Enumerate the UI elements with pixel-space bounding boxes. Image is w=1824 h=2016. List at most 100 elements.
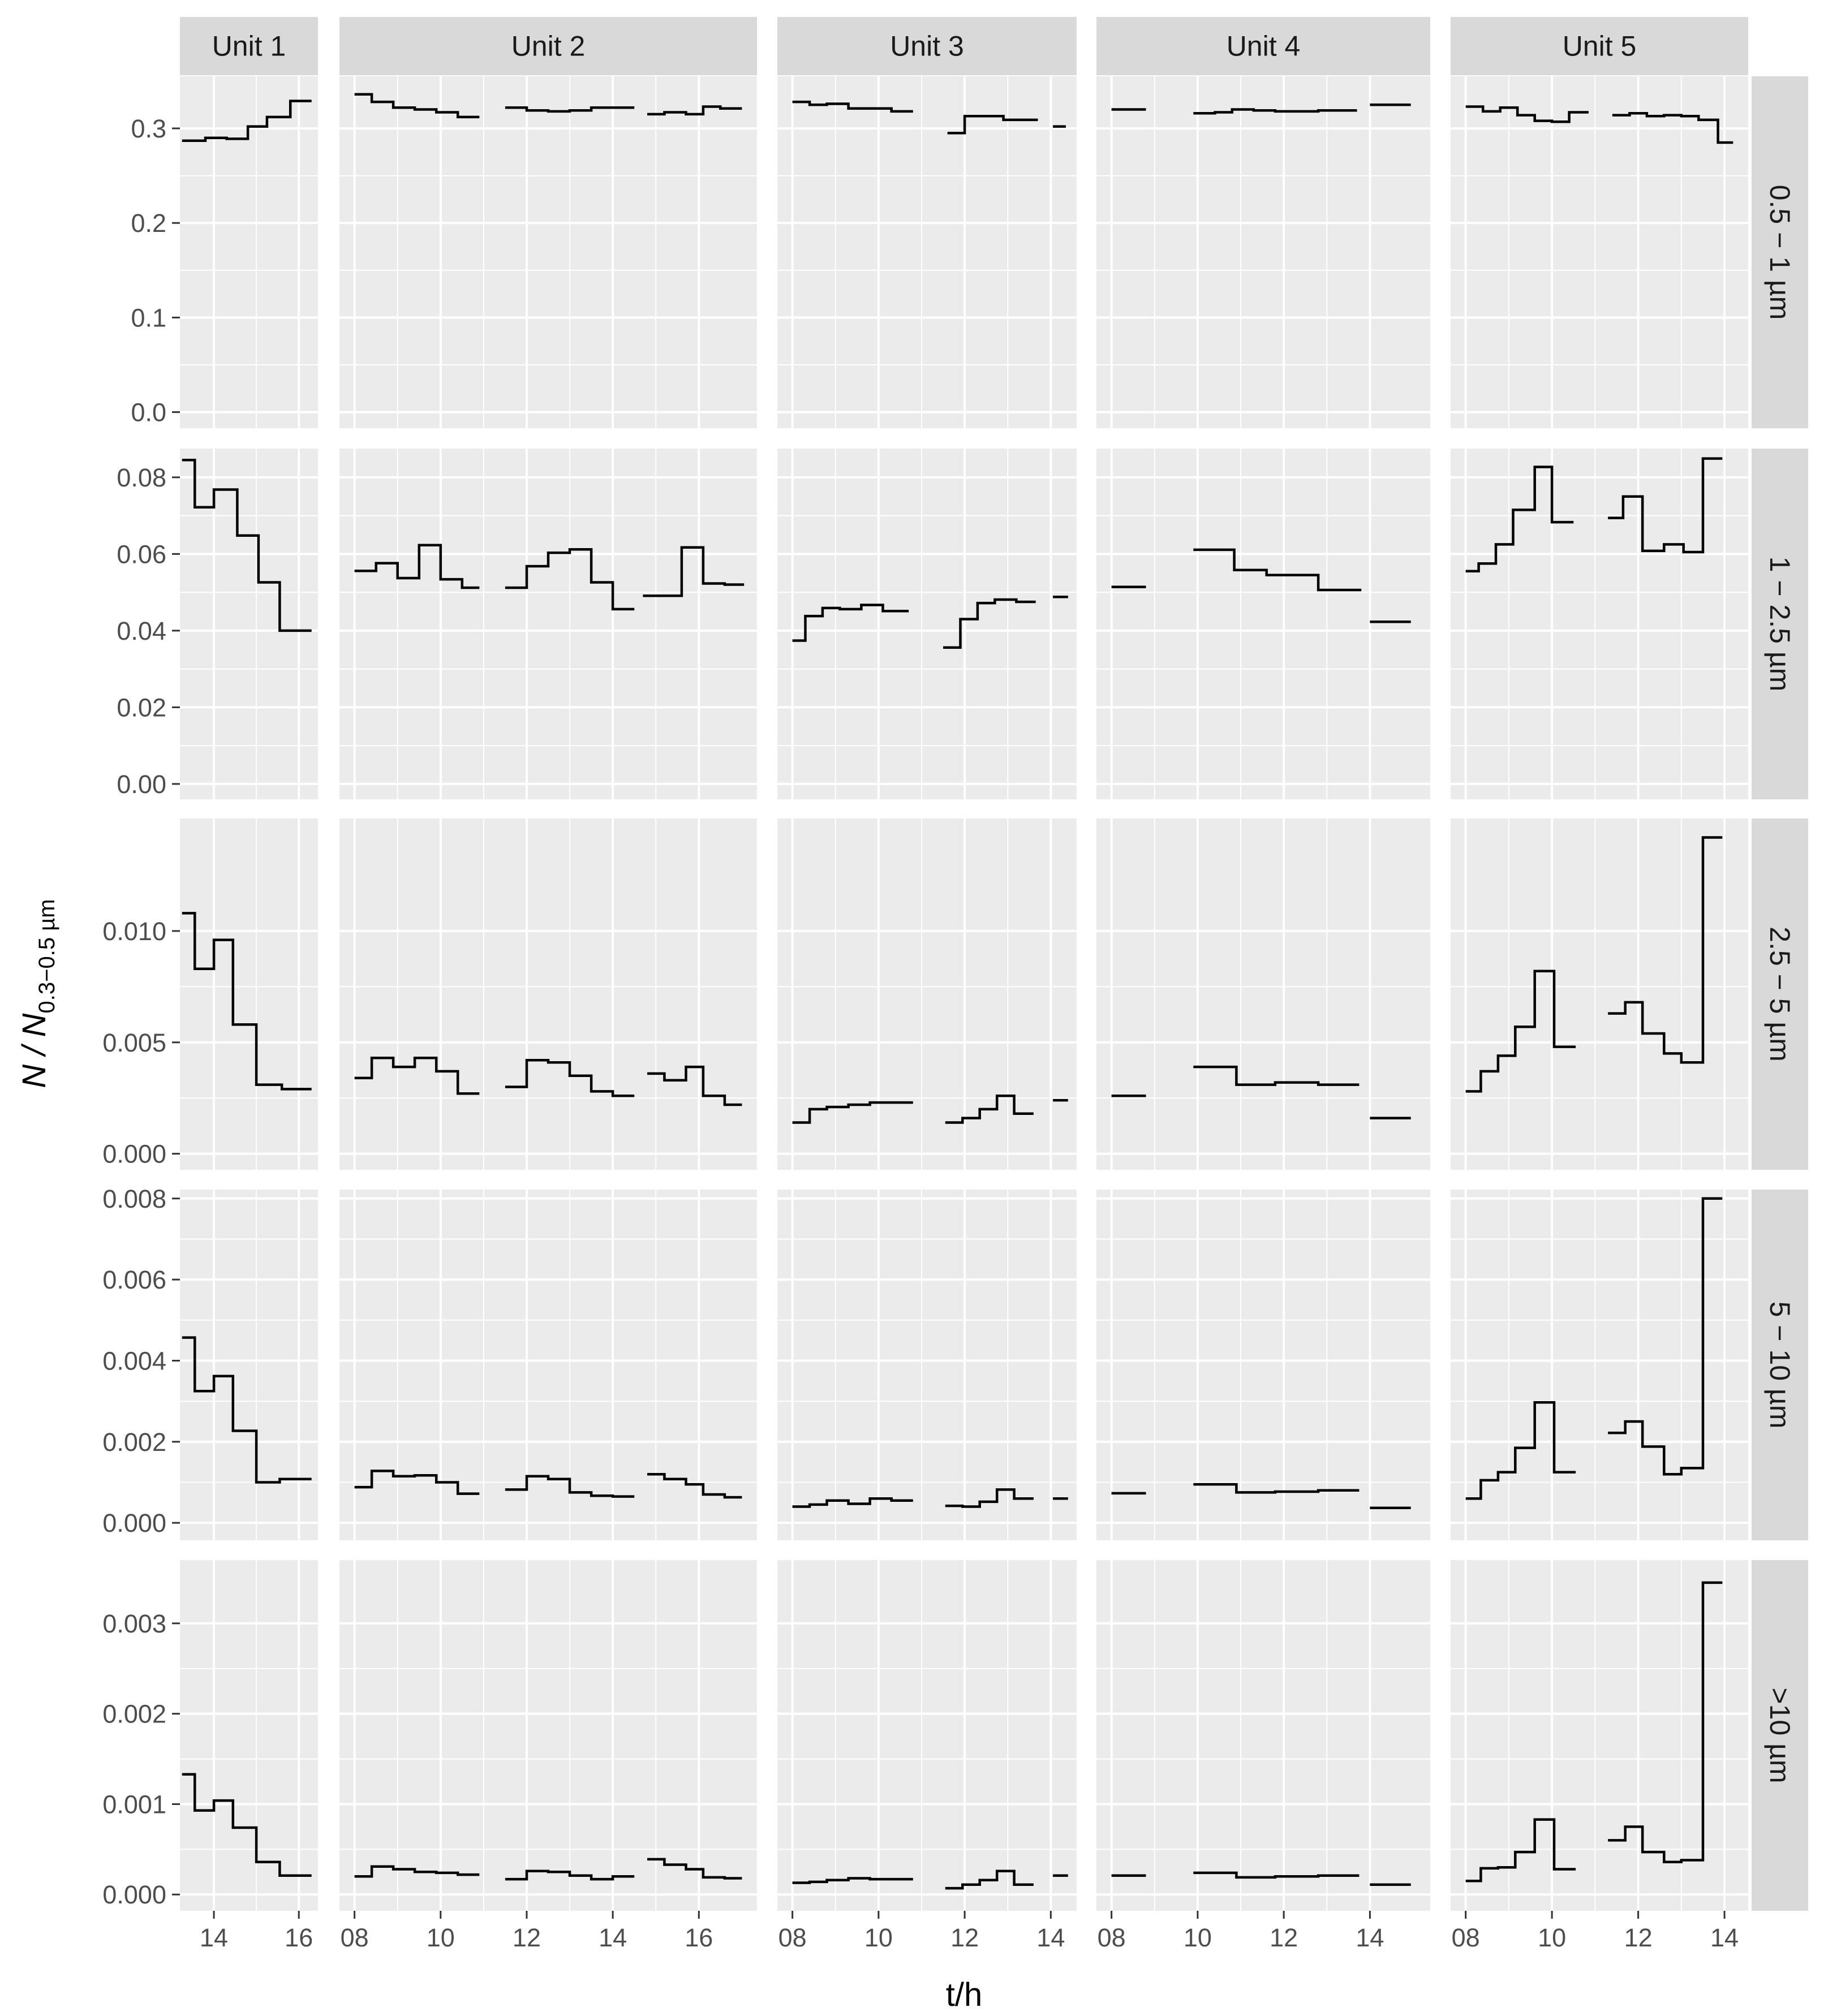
panel-r1-c2 [777,449,1077,799]
step-line-r1-c1-seg2 [643,546,745,597]
panel-r0-c4 [1451,76,1748,428]
strip-label-row-3: 5 − 10 µm [1764,1302,1796,1429]
step-line-r4-c1-seg0 [354,1865,480,1878]
x-tick-label: 12 [1270,1923,1298,1952]
panel-background [1451,1560,1748,1911]
step-line-r1-c0-seg0 [182,459,312,632]
y-tick-label: 0.004 [102,1346,166,1375]
y-tick-label: 0.08 [117,463,166,492]
strip-10-m [1752,1560,1808,1911]
y-tick-label: 0.06 [117,540,166,568]
panel-background [1096,1190,1430,1540]
x-tick-label: 10 [427,1923,455,1952]
y-tick-label: 0.3 [131,114,166,143]
step-line-r0-c2-seg0 [792,100,913,113]
step-line-r3-c2-seg1 [945,1488,1034,1508]
strip-label-unit-3: Unit 3 [890,31,964,62]
x-axis-title: t/h [946,1976,983,2013]
step-line-r2-c1-seg2 [647,1065,742,1106]
panel-r4-c2 [777,1560,1077,1911]
step-line-r4-c2-seg0 [792,1877,913,1884]
panel-background [777,76,1077,428]
x-tick-label: 10 [1184,1923,1212,1952]
panel-background [339,819,757,1170]
panel-background [339,449,757,799]
panel-r2-c3 [1096,819,1430,1170]
y-tick-label: 0.005 [102,1028,166,1057]
x-tick-label: 16 [285,1923,313,1952]
x-tick-label: 16 [685,1923,713,1952]
strip-label-unit-2: Unit 2 [511,31,586,62]
step-line-r0-c4-seg1 [1612,111,1733,144]
strip-0-5-1-m [1752,76,1808,428]
y-axis-title: N / N0.3−0.5 µm [16,899,59,1088]
step-line-r4-c4-seg0 [1465,1818,1576,1883]
step-line-r2-c2-seg0 [792,1101,913,1124]
panel-r1-c4 [1451,449,1748,799]
panel-background [777,1560,1077,1911]
step-line-r3-c1-seg2 [647,1472,742,1499]
step-line-r3-c3-seg1 [1193,1483,1360,1494]
y-tick-label: 0.010 [102,917,166,946]
panel-background [1096,449,1430,799]
y-tick-label: 0.002 [102,1700,166,1729]
panel-r1-c0 [180,449,318,799]
step-line-r3-c4-seg0 [1465,1401,1576,1500]
x-tick-label: 14 [1710,1923,1739,1952]
panel-r2-c4 [1451,819,1748,1170]
panel-r4-c1 [339,1560,757,1911]
panel-background [1451,76,1748,428]
facet-grid: Unit 1 Unit 2 Unit 3 Unit 4 Unit 5 0.5 − 1 µm… [102,17,1808,1952]
step-line-r1-c1-seg1 [505,548,635,611]
strip-label-unit-1: Unit 1 [212,31,286,62]
step-line-r4-c0-seg0 [182,1773,312,1877]
panel-background [1451,449,1748,799]
step-line-r1-c2-seg0 [792,604,909,642]
y-axis-title-main: N / N [16,1013,53,1088]
strip-2-5-5-m [1752,819,1808,1170]
panel-r2-c1 [339,819,757,1170]
step-line-r1-c1-seg0 [354,544,480,589]
step-line-r2-c4-seg0 [1465,970,1576,1093]
step-line-r1-c4-seg0 [1465,466,1574,573]
step-line-r2-c2-seg1 [945,1095,1034,1124]
strip-label-row-0: 0.5 − 1 µm [1764,185,1796,320]
panel-background [777,819,1077,1170]
strip-label-row-4: >10 µm [1764,1687,1796,1783]
x-tick-label: 08 [341,1923,369,1952]
y-axis-title-subscript: 0.3−0.5 µm [35,899,59,1013]
panel-r0-c2 [777,76,1077,428]
panel-r3-c2 [777,1190,1077,1540]
step-line-r4-c4-seg1 [1608,1581,1723,1863]
y-tick-label: 0.0 [131,398,166,427]
step-line-r0-c0-seg0 [182,100,312,142]
x-tick-label: 14 [599,1923,627,1952]
step-line-r0-c2-seg1 [947,114,1038,135]
y-tick-label: 0.1 [131,303,166,332]
step-line-r3-c2-seg0 [792,1497,913,1508]
panel-r3-c1 [339,1190,757,1540]
panel-background [777,449,1077,799]
step-line-r3-c1-seg1 [505,1475,635,1498]
y-tick-label: 0.00 [117,770,166,799]
y-axis-title-text: N / N0.3−0.5 µm [16,899,59,1088]
step-line-r1-c3-seg1 [1193,548,1362,592]
step-line-r1-c2-seg1 [943,598,1036,649]
panel-r4-c0 [180,1560,318,1911]
panel-r3-c3 [1096,1190,1430,1540]
step-line-r3-c1-seg0 [354,1470,480,1495]
y-tick-label: 0.008 [102,1184,166,1213]
panel-background [339,76,757,428]
step-line-r2-c0-seg0 [182,912,312,1091]
x-tick-label: 12 [1624,1923,1653,1952]
x-tick-label: 12 [513,1923,541,1952]
strip-unit-5 [1451,17,1748,75]
panel-background [777,1190,1077,1540]
step-line-r4-c2-seg1 [945,1869,1034,1890]
panel-r1-c1 [339,449,757,799]
step-line-r2-c3-seg1 [1193,1065,1360,1086]
step-line-r0-c1-seg1 [505,106,635,113]
step-line-r2-c4-seg1 [1608,836,1723,1064]
strip-5-10-m [1752,1190,1808,1540]
y-tick-label: 0.002 [102,1428,166,1457]
